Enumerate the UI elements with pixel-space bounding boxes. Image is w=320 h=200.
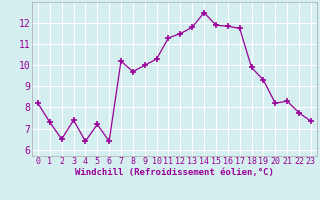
X-axis label: Windchill (Refroidissement éolien,°C): Windchill (Refroidissement éolien,°C) [75, 168, 274, 177]
